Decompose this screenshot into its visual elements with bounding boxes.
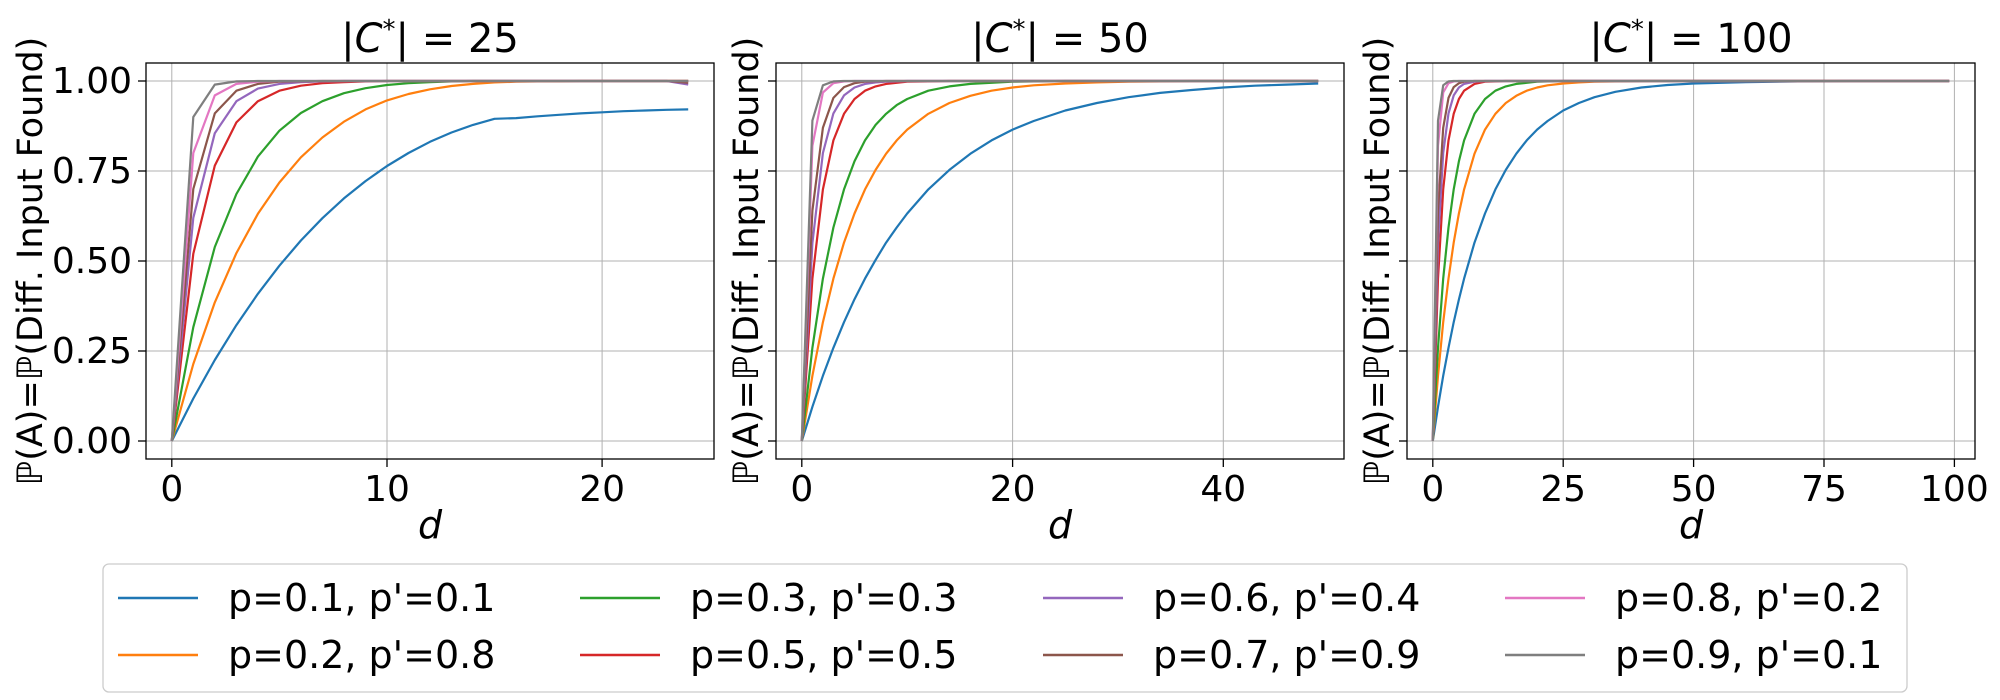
title-c25: |C*| = 25 (341, 15, 519, 62)
legend-label: p=0.9, p'=0.1 (1615, 633, 1882, 677)
legend-label: p=0.7, p'=0.9 (1153, 633, 1420, 677)
legend-label: p=0.1, p'=0.1 (228, 576, 495, 620)
legend-item: p=0.6, p'=0.4 (1043, 576, 1420, 620)
ytick-label-c25: 0.00 (52, 421, 132, 462)
legend-item: p=0.3, p'=0.3 (580, 576, 957, 620)
grid-c50 (776, 63, 1344, 459)
grid-c25 (146, 63, 714, 459)
legend-item: p=0.7, p'=0.9 (1043, 633, 1420, 677)
ytick-label-c25: 1.00 (52, 61, 132, 102)
legend-item: p=0.2, p'=0.8 (118, 633, 495, 677)
legend-item: p=0.8, p'=0.2 (1505, 576, 1882, 620)
ticks-c100: 0 25 50 75 100 (1399, 80, 1989, 510)
legend: p=0.1, p'=0.1 p=0.2, p'=0.8 p=0.3, p'=0.3 p… (102, 563, 1908, 693)
legend-label: p=0.3, p'=0.3 (690, 576, 957, 620)
ylabel-c100: ℙ(A)=ℙ(Diff. Input Found) (1358, 37, 1398, 486)
ticks-c25: 0 10 20 0.00 0.25 0.50 0.75 1.00 (52, 61, 625, 510)
legend-item: p=0.1, p'=0.1 (118, 576, 495, 620)
legend-entries: p=0.1, p'=0.1 p=0.2, p'=0.8 p=0.3, p'=0.3 p… (118, 576, 1882, 677)
xlabel-c50: d (1048, 503, 1073, 547)
legend-frame (102, 563, 1908, 693)
series-line-c25-8 (170, 79, 689, 442)
ytick-label-c25: 0.25 (52, 331, 132, 372)
series-line-c50-1 (800, 82, 1319, 442)
xtick-label-c50: 20 (990, 469, 1036, 510)
title-c100: |C*| = 100 (1589, 15, 1792, 62)
xtick-label-c25: 10 (364, 469, 410, 510)
xtick-label-c100: 75 (1801, 469, 1847, 510)
xtick-label-c100: 0 (1421, 469, 1444, 510)
legend-label: p=0.8, p'=0.2 (1615, 576, 1882, 620)
legend-item: p=0.9, p'=0.1 (1505, 633, 1882, 677)
legend-label: p=0.2, p'=0.8 (228, 633, 495, 677)
xtick-label-c100: 50 (1671, 469, 1717, 510)
xlabel-c100: d (1679, 503, 1704, 547)
ytick-label-c25: 0.50 (52, 241, 132, 282)
series-line-c50-8 (800, 79, 1319, 442)
xtick-label-c100: 25 (1540, 469, 1586, 510)
xtick-label-c25: 20 (579, 469, 625, 510)
legend-label: p=0.5, p'=0.5 (690, 633, 957, 677)
xlabel-c25: d (418, 503, 443, 547)
ylabel-c25: ℙ(A)=ℙ(Diff. Input Found) (11, 37, 51, 486)
legend-item: p=0.5, p'=0.5 (580, 633, 957, 677)
subplot-c100: 0 25 50 75 100 |C*| = 100 d ℙ(A)=ℙ(Diff. Inp… (1358, 15, 1989, 547)
series-group-c100 (1431, 79, 1950, 442)
xtick-label-c50: 40 (1200, 469, 1246, 510)
series-group-c25 (170, 79, 689, 442)
xtick-label-c50: 0 (790, 469, 813, 510)
xtick-label-c100: 100 (1920, 469, 1989, 510)
series-line-c100-1 (1431, 79, 1950, 442)
ytick-label-c25: 0.75 (52, 151, 132, 192)
subplot-c50: 0 20 40 |C*| = 50 d ℙ(A)=ℙ(Diff. Input Fou… (727, 15, 1345, 547)
series-line-c100-8 (1431, 79, 1950, 442)
title-c50: |C*| = 50 (971, 15, 1149, 62)
ticks-c50: 0 20 40 (768, 80, 1246, 510)
ylabel-c50: ℙ(A)=ℙ(Diff. Input Found) (727, 37, 767, 486)
subplot-c25: 0 10 20 0.00 0.25 0.50 0.75 1.00 |C*| = 25 d ℙ(… (11, 15, 715, 547)
series-line-c25-1 (170, 108, 689, 442)
xtick-label-c25: 0 (160, 469, 183, 510)
series-group-c50 (800, 79, 1319, 442)
grid-c100 (1407, 63, 1975, 459)
legend-label: p=0.6, p'=0.4 (1153, 576, 1420, 620)
